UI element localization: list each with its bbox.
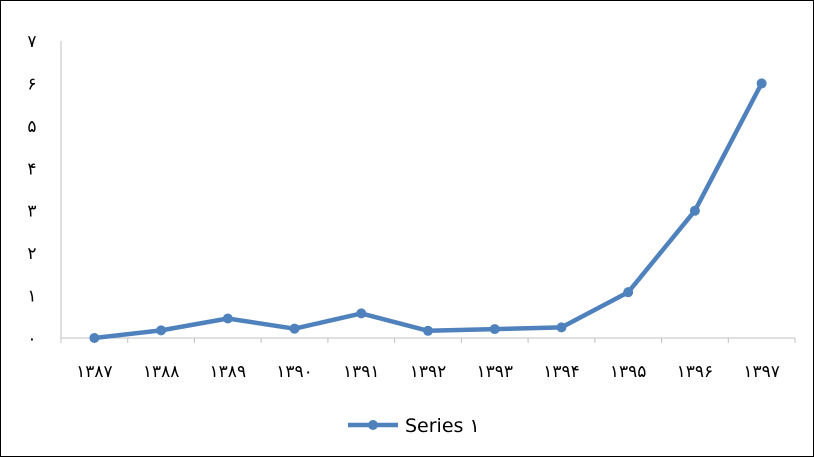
data-point — [356, 308, 367, 319]
x-tick-label: ۱۳۹۶ — [677, 362, 714, 382]
y-tick-label: ۱ — [27, 287, 36, 307]
y-tick-label: ۰ — [27, 329, 36, 349]
x-tick-label: ۱۳۹۷ — [743, 362, 780, 382]
x-axis: ۱۳۸۷ ۱۳۸۸ ۱۳۸۹ ۱۳۹۰ ۱۳۹۱ ۱۳۹۲ ۱۳۹۳ ۱۳۹۴ ۱۳۹۵ ۱۳۹۶… — [60, 337, 796, 382]
x-tick-label: ۱۳۸۹ — [210, 362, 247, 382]
data-point — [89, 333, 100, 343]
y-tick-label: ۷ — [27, 32, 36, 52]
x-tick-label: ۱۳۹۳ — [476, 362, 513, 382]
data-point — [289, 323, 300, 334]
x-tick-label: ۱۳۹۱ — [343, 362, 380, 382]
series-line — [92, 81, 764, 341]
data-point — [489, 324, 500, 335]
data-point — [756, 78, 767, 89]
legend-marker — [368, 420, 378, 430]
data-point — [423, 325, 433, 336]
x-tick-label: ۱۳۹۵ — [610, 362, 647, 382]
y-tick-label: ۴ — [27, 159, 36, 179]
data-point — [623, 287, 634, 298]
x-tick-label: ۱۳۸۸ — [143, 362, 180, 382]
x-tick-label: ۱۳۹۰ — [276, 362, 313, 382]
y-tick-label: ۶ — [27, 74, 36, 94]
x-tick-label: ۱۳۹۲ — [410, 362, 447, 382]
data-point — [222, 313, 233, 324]
legend: Series ۱ — [348, 415, 480, 437]
y-tick-label: ۲ — [27, 244, 36, 264]
x-tick-label: ۱۳۹۴ — [543, 362, 580, 382]
y-axis: ۰ ۱ ۲ ۳ ۴ ۵ ۶ ۷ — [27, 32, 62, 349]
x-tick-label: ۱۳۸۷ — [76, 362, 113, 382]
data-point — [156, 325, 167, 336]
data-point — [556, 322, 567, 333]
legend-label: Series ۱ — [405, 415, 480, 437]
data-point — [689, 205, 700, 216]
y-tick-label: ۵ — [27, 117, 36, 137]
plot-area — [89, 78, 767, 343]
y-tick-label: ۳ — [27, 202, 36, 222]
